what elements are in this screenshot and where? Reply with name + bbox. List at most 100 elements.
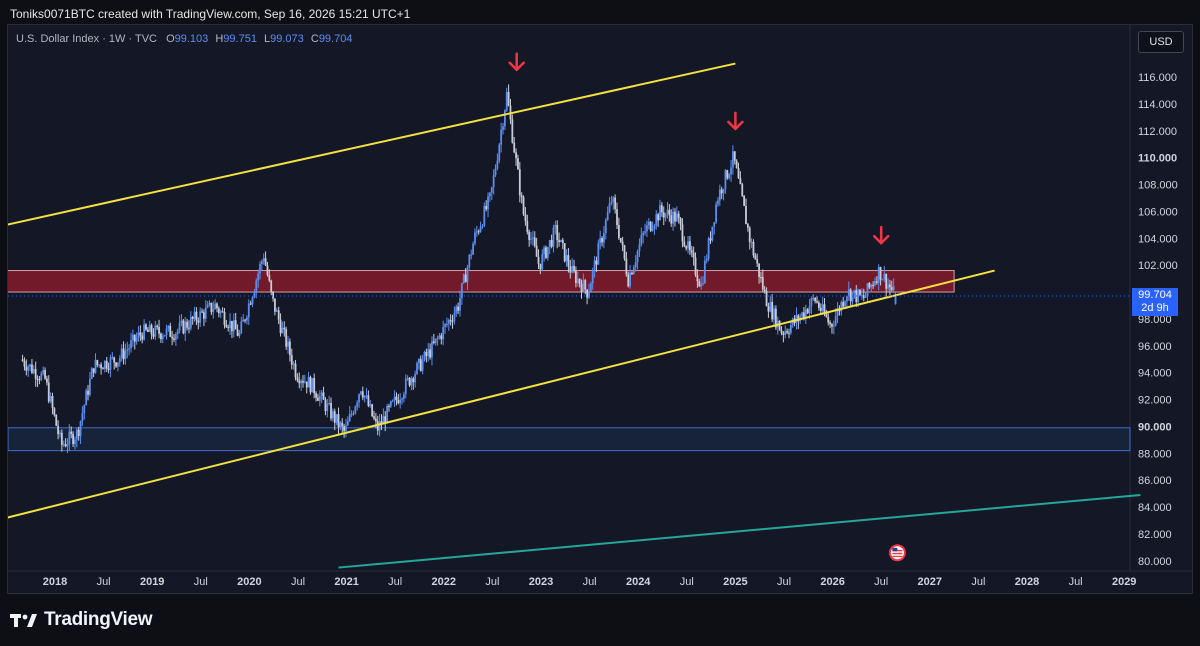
candle-body xyxy=(842,302,845,307)
candle-body xyxy=(571,265,574,273)
candle-body xyxy=(417,358,420,364)
candle-body xyxy=(771,302,774,320)
chart-panel[interactable]: 116.000 114.000 112.000 110.000 108.000 106.0… xyxy=(7,24,1193,594)
candle-body xyxy=(700,283,703,287)
candle-body xyxy=(489,192,491,197)
candle-body xyxy=(234,320,237,330)
candle-body xyxy=(726,170,729,179)
candle-body xyxy=(391,400,394,402)
candle-body xyxy=(887,284,889,289)
candle-body xyxy=(289,341,291,356)
candle-body xyxy=(647,221,650,226)
candle-body xyxy=(60,432,63,445)
candle-body xyxy=(558,240,560,243)
candle-body xyxy=(518,169,521,196)
candle-body xyxy=(806,309,809,314)
candle-body xyxy=(268,274,271,281)
candle-body xyxy=(556,224,559,241)
candle-body xyxy=(505,91,508,111)
candle-body xyxy=(483,206,486,226)
candle-body xyxy=(386,406,388,424)
candle-body xyxy=(212,309,215,313)
candle-body xyxy=(612,197,615,203)
candle-body xyxy=(617,224,620,238)
candle-body xyxy=(145,324,147,330)
candle-body xyxy=(847,289,850,297)
candle-body xyxy=(773,308,775,320)
candle-body xyxy=(849,289,852,302)
candle-body xyxy=(789,325,792,333)
candle-body xyxy=(840,302,843,312)
x-tick-label: Jul xyxy=(777,576,791,588)
candle-body xyxy=(122,348,125,360)
candle-body xyxy=(603,233,605,243)
y-tick-label: 92.000 xyxy=(1138,395,1172,407)
candle-body xyxy=(801,312,803,317)
us-flag-event-icon[interactable] xyxy=(888,544,906,562)
candle-body xyxy=(343,426,346,432)
candle-body xyxy=(55,414,58,426)
candle-body xyxy=(460,283,463,299)
candle-body xyxy=(627,274,630,287)
candle-body xyxy=(703,260,706,283)
candle-body xyxy=(188,327,190,329)
candle-body xyxy=(804,309,807,318)
candle-body xyxy=(446,324,448,326)
candle-body xyxy=(350,413,353,415)
candle-body xyxy=(541,254,544,270)
candle-body xyxy=(249,303,252,305)
candle-body xyxy=(81,413,84,422)
candle-body xyxy=(765,290,768,307)
candle-body xyxy=(169,325,172,337)
y-tick-label: 110.000 xyxy=(1138,153,1177,165)
candle-body xyxy=(511,119,514,143)
candle-body xyxy=(743,195,746,206)
candle-body xyxy=(475,231,478,233)
candle-body xyxy=(378,421,381,431)
candle-body xyxy=(23,360,26,367)
candle-body xyxy=(769,302,772,312)
candle-body xyxy=(296,377,299,381)
candle-body xyxy=(464,274,467,283)
candle-body xyxy=(178,322,181,331)
candle-body xyxy=(780,330,783,334)
candle-body xyxy=(717,200,719,205)
candle-body xyxy=(879,267,882,280)
candle-body xyxy=(322,392,325,400)
candle-body xyxy=(737,168,740,179)
candle-body xyxy=(171,336,174,339)
candle-body xyxy=(361,391,364,398)
candle-body xyxy=(64,444,67,447)
candle-body xyxy=(339,422,342,428)
candle-body xyxy=(128,348,131,350)
candle-body xyxy=(160,333,162,340)
candle-body xyxy=(846,296,848,302)
candle-body xyxy=(251,297,254,305)
candle-body xyxy=(31,364,33,373)
candle-body xyxy=(246,317,248,321)
candle-body xyxy=(874,281,876,286)
candle-body xyxy=(668,209,671,216)
candle-body xyxy=(217,308,220,314)
candle-body xyxy=(44,370,46,379)
candle-body xyxy=(569,266,572,273)
candle-body xyxy=(625,258,628,275)
candle-body xyxy=(832,325,835,327)
open-label: O xyxy=(166,33,175,45)
x-tick-label: 2020 xyxy=(237,576,261,588)
candle-body xyxy=(651,228,654,231)
candle-body xyxy=(694,257,697,275)
candle-body xyxy=(894,296,897,305)
candle-body xyxy=(384,416,387,424)
candle-body xyxy=(732,151,734,168)
y-tick-label: 108.000 xyxy=(1138,180,1178,192)
candle-body xyxy=(36,378,39,380)
candle-body xyxy=(834,316,837,326)
x-tick-label: 2025 xyxy=(723,576,747,588)
candle-body xyxy=(831,324,833,327)
candle-body xyxy=(46,378,48,383)
currency-button[interactable]: USD xyxy=(1138,31,1184,53)
price-chart[interactable]: 116.000 114.000 112.000 110.000 108.000 106.0… xyxy=(8,25,1192,593)
candle-body xyxy=(369,404,372,406)
candle-body xyxy=(524,214,527,221)
